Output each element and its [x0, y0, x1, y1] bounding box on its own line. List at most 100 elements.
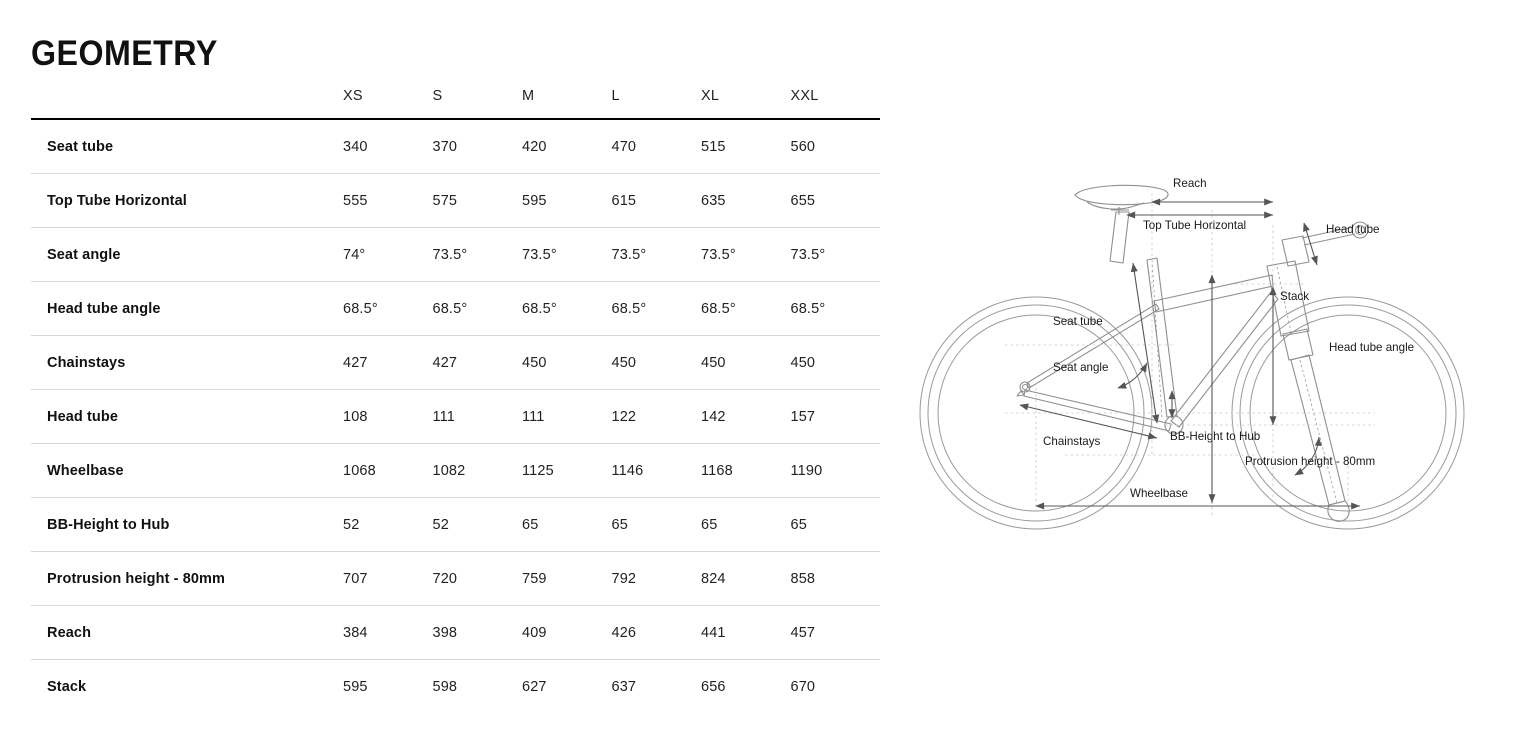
cell-value: 142 — [701, 389, 791, 444]
cell-value: 370 — [432, 119, 522, 174]
cell-value: 792 — [611, 551, 701, 606]
cell-value: 111 — [522, 389, 612, 444]
bike-geometry-diagram: Reach Top Tube Horizontal Head tube Stac… — [905, 155, 1530, 535]
label-stack: Stack — [1280, 290, 1309, 303]
cell-value: 759 — [522, 551, 612, 606]
cell-value: 420 — [522, 119, 612, 174]
table-body: Seat tube 340 370 420 470 515 560 Top Tube Hori… — [31, 119, 880, 713]
row-label: Wheelbase — [31, 443, 343, 498]
row-label: Head tube — [31, 389, 343, 444]
cell-value: 720 — [432, 551, 522, 606]
cell-value: 384 — [343, 605, 433, 660]
cell-value: 1082 — [432, 443, 522, 498]
label-chainstays: Chainstays — [1043, 435, 1101, 448]
cell-value: 656 — [701, 678, 726, 695]
dimension-head-tube-angle — [1294, 436, 1322, 476]
dimension-seat-angle — [1117, 362, 1148, 389]
column-header-m: M — [522, 88, 535, 104]
label-top-tube-horizontal: Top Tube Horizontal — [1143, 219, 1246, 232]
table-row: Chainstays 427 427 450 450 450 450 — [31, 335, 880, 390]
cell-value: 450 — [522, 335, 612, 390]
table-row: Wheelbase 1068 1082 1125 1146 1168 1190 — [31, 443, 880, 498]
cell-value: 65 — [790, 497, 880, 552]
cell-value: 73.5° — [611, 227, 701, 282]
label-head-tube-angle: Head tube angle — [1329, 341, 1414, 354]
cell-value: 598 — [432, 678, 458, 695]
cell-value: 615 — [611, 173, 701, 228]
label-wheelbase: Wheelbase — [1130, 487, 1188, 500]
cell-value: 340 — [343, 119, 433, 174]
cell-value: 65 — [701, 497, 791, 552]
table-row: Stack 595 598 627 637 656 670 — [31, 660, 880, 714]
cell-value: 427 — [343, 335, 433, 390]
cell-value: 1146 — [611, 443, 701, 498]
table-row: Head tube 108 111 111 122 142 157 — [31, 389, 880, 444]
row-label: Seat tube — [31, 119, 343, 174]
cell-value: 707 — [343, 551, 433, 606]
cell-value: 655 — [790, 173, 880, 228]
row-label: Reach — [31, 605, 343, 660]
saddle-icon — [1074, 184, 1169, 215]
cell-value: 68.5° — [701, 281, 791, 336]
row-label: Stack — [47, 678, 87, 695]
label-seat-tube: Seat tube — [1053, 315, 1103, 328]
cell-value: 68.5° — [432, 281, 522, 336]
cell-value: 1125 — [522, 443, 612, 498]
cell-value: 858 — [790, 551, 880, 606]
cell-value: 575 — [432, 173, 522, 228]
cell-value: 157 — [790, 389, 880, 444]
cell-value: 426 — [611, 605, 701, 660]
cell-value: 560 — [790, 119, 880, 174]
cell-value: 1190 — [790, 443, 880, 498]
seatpost-icon — [1109, 211, 1130, 264]
table-row: Head tube angle 68.5° 68.5° 68.5° 68.5° 68.5°… — [31, 281, 880, 336]
cell-value: 73.5° — [522, 227, 612, 282]
page-title: GEOMETRY — [31, 34, 218, 73]
cell-value: 450 — [701, 335, 791, 390]
column-header-l: L — [611, 88, 620, 104]
label-protrusion-height: Protrusion height - 80mm — [1245, 455, 1375, 468]
cell-value: 457 — [790, 605, 880, 660]
row-label: Chainstays — [31, 335, 343, 390]
cell-value: 122 — [611, 389, 701, 444]
cell-value: 441 — [701, 605, 791, 660]
label-reach: Reach — [1173, 177, 1207, 190]
cell-value: 65 — [522, 497, 612, 552]
table-header: XS S M L XL XXL — [31, 88, 880, 119]
cell-value: 409 — [522, 605, 612, 660]
cell-value: 108 — [343, 389, 433, 444]
cell-value: 68.5° — [522, 281, 612, 336]
cell-value: 595 — [343, 678, 368, 695]
row-label: BB-Height to Hub — [31, 497, 343, 552]
row-label: Head tube angle — [31, 281, 343, 336]
cell-value: 73.5° — [432, 227, 522, 282]
geometry-spec-table: XS S M L XL XXL Seat tube 340 370 420 470 515… — [31, 88, 880, 713]
cell-value: 73.5° — [701, 227, 791, 282]
cell-value: 1068 — [343, 443, 433, 498]
column-header-label — [31, 88, 343, 119]
row-label: Top Tube Horizontal — [31, 173, 343, 228]
cell-value: 427 — [432, 335, 522, 390]
frame-icon — [1016, 257, 1279, 435]
cell-value: 595 — [522, 173, 612, 228]
cell-value: 68.5° — [343, 281, 433, 336]
column-header-xl: XL — [701, 88, 720, 104]
table-header-row: XS S M L XL XXL — [31, 88, 880, 119]
table-row: BB-Height to Hub 52 52 65 65 65 65 — [31, 497, 880, 552]
geometry-table: XS S M L XL XXL Seat tube 340 370 420 470 515… — [31, 88, 880, 713]
cell-value: 52 — [343, 497, 433, 552]
cell-value: 73.5° — [790, 227, 880, 282]
label-seat-angle: Seat angle — [1053, 361, 1108, 374]
fork-icon — [1266, 221, 1369, 522]
label-head-tube: Head tube — [1326, 223, 1380, 236]
cell-value: 450 — [790, 335, 880, 390]
dimension-seat-tube — [1130, 262, 1160, 424]
table-row: Seat tube 340 370 420 470 515 560 — [31, 119, 880, 174]
cell-value: 470 — [611, 119, 701, 174]
column-header-xxl: XXL — [790, 88, 819, 104]
dimension-head-tube — [1303, 222, 1318, 266]
cell-value: 1168 — [701, 443, 791, 498]
cell-value: 52 — [432, 497, 522, 552]
cell-value: 74° — [343, 227, 433, 282]
